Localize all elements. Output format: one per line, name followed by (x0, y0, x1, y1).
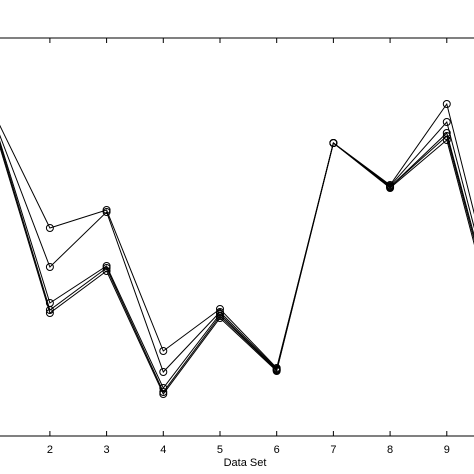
x-tick-label: 7 (330, 444, 336, 456)
x-tick-label: 8 (387, 444, 393, 456)
series-line (0, 132, 474, 389)
data-point (45, 309, 54, 317)
x-tick-label: 2 (47, 444, 53, 456)
data-point (272, 367, 281, 375)
data-point (159, 347, 168, 355)
data-point (329, 139, 338, 147)
data-point (442, 118, 451, 126)
x-axis-label: Data Set (224, 457, 267, 469)
data-point (102, 262, 111, 270)
data-point (159, 368, 168, 376)
x-tick-label: 6 (274, 444, 280, 456)
data-point (215, 312, 224, 320)
data-point (102, 267, 111, 275)
x-tick-label: 5 (217, 444, 223, 456)
data-point (442, 100, 451, 108)
series-line (0, 139, 474, 395)
data-point (159, 390, 168, 398)
data-point (102, 206, 111, 214)
x-tick-label: 4 (160, 444, 166, 456)
data-point (215, 314, 224, 322)
data-point (386, 184, 395, 192)
data-point (45, 224, 54, 232)
series-line (0, 120, 474, 373)
x-tick-label: 3 (104, 444, 110, 456)
data-point (159, 388, 168, 396)
series-line (0, 135, 474, 393)
data-point (102, 208, 111, 216)
data-point (45, 263, 54, 271)
plot-area (0, 100, 474, 398)
x-tick-label: 9 (444, 444, 450, 456)
data-point (442, 136, 451, 144)
series-line (0, 102, 474, 369)
